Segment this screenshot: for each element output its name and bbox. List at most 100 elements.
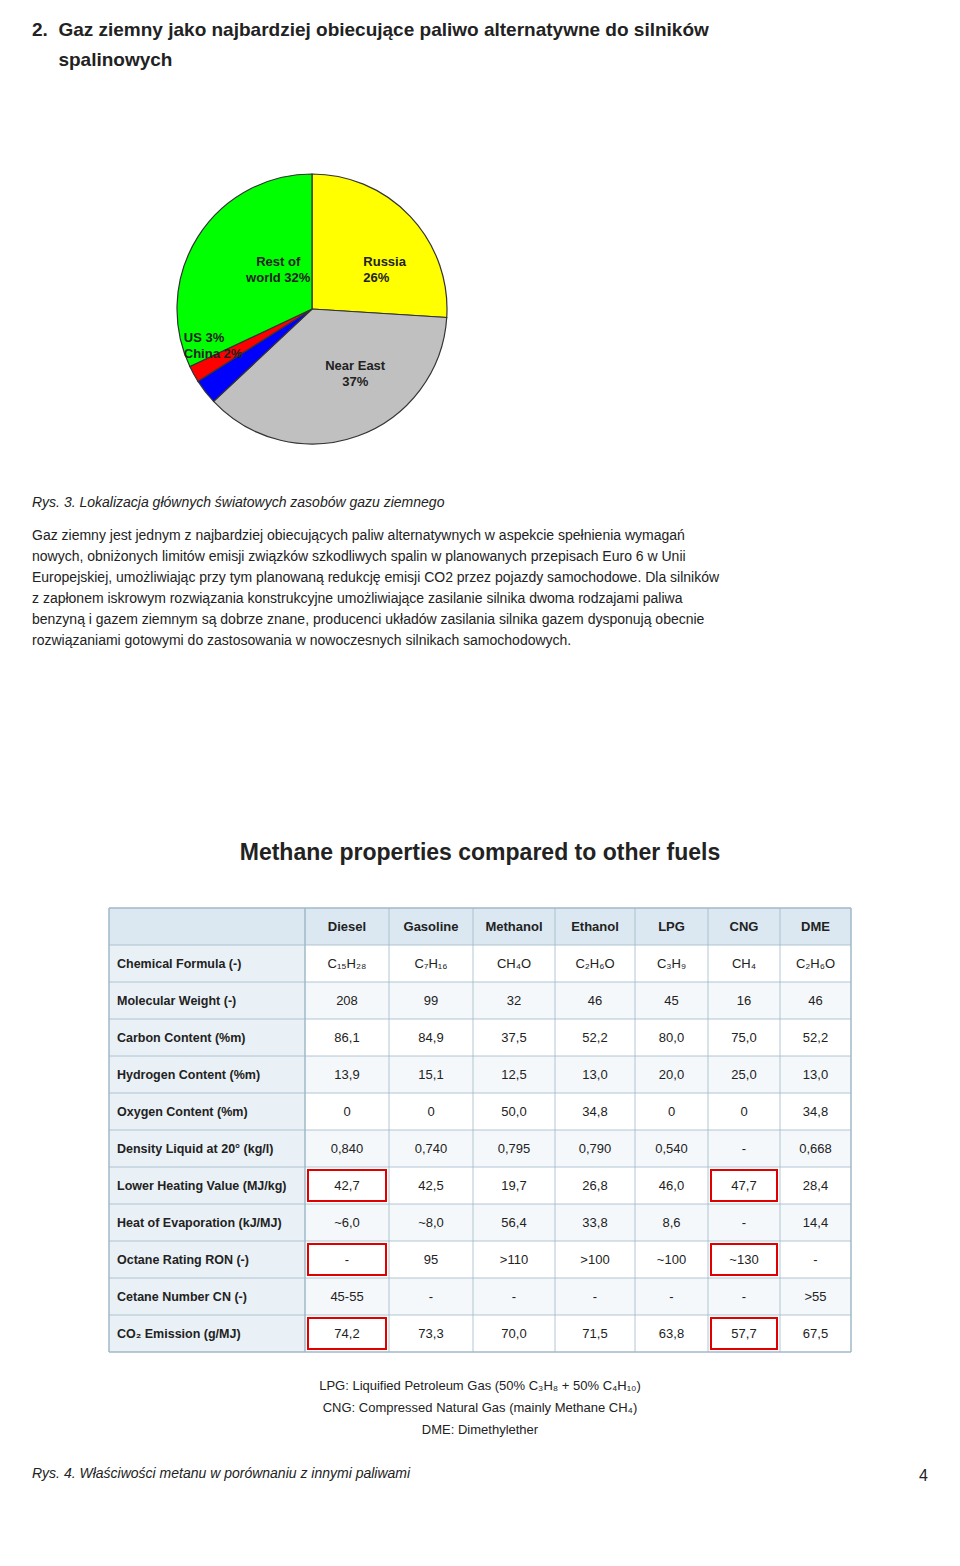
table-cell: 19,7 — [501, 1178, 526, 1193]
highlight-box — [711, 1318, 777, 1349]
paragraph-line: Europejskiej, umożliwiając przy tym plan… — [32, 569, 720, 585]
paragraph-line: z zapłonem iskrowym rozwiązania konstruk… — [32, 590, 683, 606]
pie-label: Near East37% — [325, 358, 386, 389]
table-rule — [635, 908, 636, 1352]
table-rule — [109, 1241, 851, 1242]
table-cell: 75,0 — [731, 1030, 756, 1045]
table-rule — [708, 908, 709, 1352]
table-cell: 71,5 — [582, 1326, 607, 1341]
table-cell: 12,5 — [501, 1067, 526, 1082]
column-header: Diesel — [328, 919, 366, 934]
table-cell: 14,4 — [803, 1215, 828, 1230]
page: 2. Gaz ziemny jako najbardziej obiecując… — [0, 0, 960, 1566]
row-label-bg — [109, 1019, 305, 1056]
table-rule — [109, 907, 851, 909]
table-rule — [780, 908, 781, 1352]
column-header: Methanol — [485, 919, 542, 934]
table: DieselGasolineMethanolEthanolLPGCNGDMECh… — [109, 908, 851, 1352]
table-title: Methane properties compared to other fue… — [240, 839, 721, 865]
row-label: CO₂ Emission (g/MJ) — [117, 1327, 241, 1341]
table-cell: - — [742, 1215, 746, 1230]
table-cell: 20,0 — [659, 1067, 684, 1082]
table-cell: 52,2 — [803, 1030, 828, 1045]
table-row-bg — [109, 945, 851, 982]
table-cell: 56,4 — [501, 1215, 526, 1230]
table-row-bg — [109, 1019, 851, 1056]
pie-label: US 3%China 2% — [184, 330, 243, 361]
table-cell: 33,8 — [582, 1215, 607, 1230]
table-cell: - — [593, 1289, 597, 1304]
row-label: Density Liquid at 20° (kg/l) — [117, 1142, 273, 1156]
table-cell: - — [429, 1289, 433, 1304]
table-cell: - — [813, 1252, 817, 1267]
table-rule — [109, 1167, 851, 1168]
row-label-bg — [109, 945, 305, 982]
pie-label: Rest ofworld 32% — [245, 255, 311, 286]
footnote: CNG: Compressed Natural Gas (mainly Meth… — [323, 1400, 638, 1415]
table-cell: 34,8 — [582, 1104, 607, 1119]
table-rule — [109, 1204, 851, 1205]
footnote: LPG: Liquified Petroleum Gas (50% C₃H₈ +… — [319, 1378, 641, 1393]
table-cell: 0 — [668, 1104, 675, 1119]
row-label-bg — [109, 1056, 305, 1093]
table-cell: 25,0 — [731, 1067, 756, 1082]
table-cell: - — [512, 1289, 516, 1304]
table-cell: - — [669, 1289, 673, 1304]
table-row-bg — [109, 1315, 851, 1352]
table-cell: C₂H₆O — [575, 956, 614, 971]
table-cell: >110 — [500, 1252, 528, 1267]
table-cell: 52,2 — [582, 1030, 607, 1045]
table-rule — [109, 1056, 851, 1057]
caption: Rys. 3. Lokalizacja głównych światowych … — [32, 494, 445, 510]
table-cell: 37,5 — [501, 1030, 526, 1045]
table-rule — [109, 1351, 851, 1353]
row-label-bg — [109, 1167, 305, 1204]
row-label-bg — [109, 1315, 305, 1352]
table-cell: C₇H₁₆ — [415, 956, 448, 971]
table-cell: >55 — [804, 1289, 826, 1304]
paragraph-line: benzyną i gazem ziemnym są dobrze znane,… — [32, 611, 705, 627]
table-cell: C₂H₆O — [796, 956, 835, 971]
table-cell: 46 — [808, 993, 822, 1008]
table-row-bg — [109, 1278, 851, 1315]
row-label: Carbon Content (%m) — [117, 1031, 245, 1045]
table-cell: 67,5 — [803, 1326, 828, 1341]
table-cell: >100 — [580, 1252, 609, 1267]
table-rule — [850, 908, 852, 1352]
table-cell: CH₄ — [732, 956, 756, 971]
table-cell: - — [742, 1289, 746, 1304]
table-cell: 0 — [740, 1104, 747, 1119]
table-row-bg — [109, 1167, 851, 1204]
table-cell: ~130 — [729, 1252, 758, 1267]
table-cell: 0,668 — [799, 1141, 832, 1156]
row-label: Lower Heating Value (MJ/kg) — [117, 1179, 286, 1193]
table-cell: 0,840 — [331, 1141, 364, 1156]
highlight-box — [308, 1318, 386, 1349]
table-cell: 0,790 — [579, 1141, 612, 1156]
table-cell: 46 — [588, 993, 602, 1008]
table-cell: 15,1 — [418, 1067, 443, 1082]
pie-label: Russia26% — [363, 255, 406, 286]
row-label: Cetane Number CN (-) — [117, 1290, 247, 1304]
table-rule — [304, 908, 306, 1352]
row-label-bg — [109, 1130, 305, 1167]
column-header: Gasoline — [404, 919, 459, 934]
table-cell: 42,5 — [418, 1178, 443, 1193]
table-rule — [108, 908, 110, 1352]
table-cell: 8,6 — [662, 1215, 680, 1230]
highlight-box — [308, 1170, 386, 1201]
table-row-bg — [109, 1056, 851, 1093]
table-cell: C₃H₉ — [657, 956, 686, 971]
table-cell: 13,0 — [803, 1067, 828, 1082]
column-header: DME — [801, 919, 830, 934]
column-header: LPG — [658, 919, 685, 934]
row-label: Heat of Evaporation (kJ/MJ) — [117, 1216, 282, 1230]
table-rule — [109, 1019, 851, 1020]
page-number: 4 — [919, 1467, 928, 1484]
footnote: DME: Dimethylether — [422, 1422, 539, 1437]
highlight-box — [308, 1244, 386, 1275]
table-cell: 80,0 — [659, 1030, 684, 1045]
row-label-bg — [109, 1204, 305, 1241]
heading: spalinowych — [32, 49, 172, 70]
table-row-bg — [109, 982, 851, 1019]
